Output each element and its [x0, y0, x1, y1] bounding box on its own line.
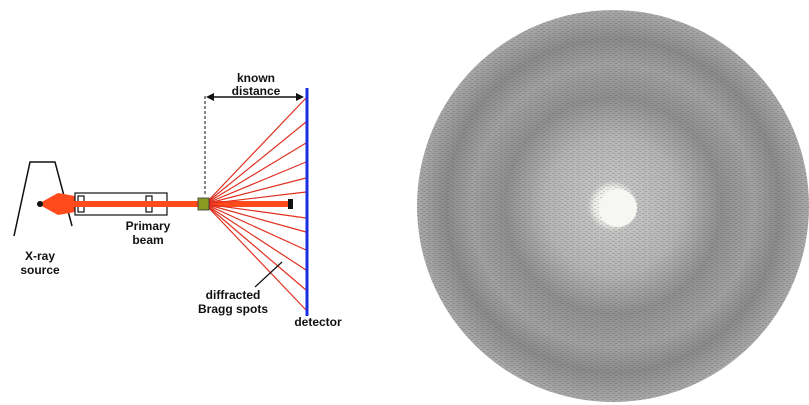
distance-label: distance — [232, 84, 281, 98]
beam-stop — [288, 199, 293, 209]
crystal — [198, 198, 209, 210]
page: known distance Primary beam X-ray source… — [0, 0, 809, 405]
detector-label: detector — [294, 315, 342, 329]
beam-label: Primary — [126, 219, 171, 233]
beam-label: beam — [132, 233, 163, 247]
diffraction-image — [417, 10, 809, 402]
source-label: X-ray — [25, 249, 55, 263]
spots-label: diffracted — [206, 288, 261, 302]
spots-label: Bragg spots — [198, 302, 268, 316]
source-point — [37, 201, 43, 207]
spots-pointer — [255, 262, 282, 287]
source-label: source — [20, 263, 60, 277]
distance-label: known — [237, 71, 275, 85]
